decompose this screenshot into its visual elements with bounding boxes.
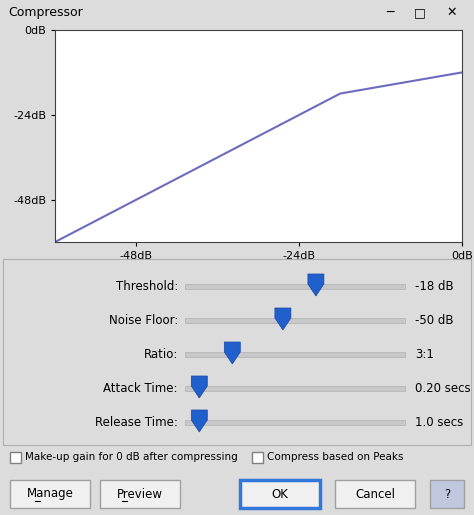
FancyBboxPatch shape — [240, 480, 320, 508]
Text: Make-up gain for 0 dB after compressing: Make-up gain for 0 dB after compressing — [25, 452, 238, 462]
Bar — [252, 452, 263, 462]
Text: Release Time:: Release Time: — [95, 416, 178, 428]
Text: Noise Floor:: Noise Floor: — [109, 314, 178, 327]
Polygon shape — [275, 308, 291, 330]
Text: ?: ? — [444, 488, 450, 501]
Text: -18 dB: -18 dB — [415, 280, 454, 293]
Text: Threshold:: Threshold: — [116, 280, 178, 293]
FancyBboxPatch shape — [10, 480, 90, 508]
Text: Ratio:: Ratio: — [144, 348, 178, 360]
Bar — [185, 386, 405, 390]
Text: Compress based on Peaks: Compress based on Peaks — [267, 452, 403, 462]
Text: ─: ─ — [386, 6, 394, 19]
FancyBboxPatch shape — [100, 480, 180, 508]
FancyBboxPatch shape — [430, 480, 464, 508]
Text: 0.20 secs: 0.20 secs — [415, 382, 471, 394]
Text: Attack Time:: Attack Time: — [103, 382, 178, 394]
Text: Preview: Preview — [117, 488, 163, 501]
Text: 3:1: 3:1 — [415, 348, 434, 360]
Bar — [185, 420, 405, 424]
Text: Cancel: Cancel — [355, 488, 395, 501]
Bar — [10, 452, 21, 462]
Text: 1.0 secs: 1.0 secs — [415, 416, 463, 428]
Bar — [185, 352, 405, 356]
Text: ✕: ✕ — [447, 6, 457, 19]
FancyBboxPatch shape — [335, 480, 415, 508]
Bar — [185, 283, 405, 288]
Text: Manage: Manage — [27, 488, 73, 501]
Text: -50 dB: -50 dB — [415, 314, 454, 327]
Text: OK: OK — [272, 488, 289, 501]
Text: □: □ — [414, 6, 426, 19]
Polygon shape — [224, 342, 240, 364]
Polygon shape — [308, 274, 324, 296]
Polygon shape — [191, 376, 207, 398]
Text: Compressor: Compressor — [8, 6, 83, 19]
Bar — [185, 318, 405, 322]
Polygon shape — [191, 410, 207, 432]
